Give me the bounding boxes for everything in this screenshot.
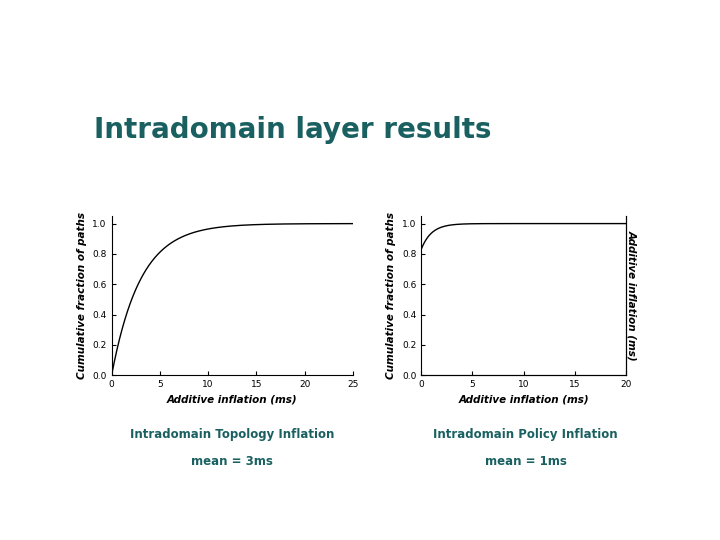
Text: 31: 31 (6, 501, 33, 520)
Text: mean = 3ms: mean = 3ms (191, 455, 273, 468)
Text: Intradomain Policy Inflation: Intradomain Policy Inflation (433, 428, 618, 441)
Y-axis label: Cumulative fraction of paths: Cumulative fraction of paths (387, 212, 397, 379)
Text: Intradomain Topology Inflation: Intradomain Topology Inflation (130, 428, 334, 441)
X-axis label: Additive inflation (ms): Additive inflation (ms) (167, 395, 297, 404)
Text: Intradomain layer results: Intradomain layer results (94, 116, 491, 144)
Y-axis label: Additive inflation (ms): Additive inflation (ms) (628, 231, 637, 361)
Text: mean = 1ms: mean = 1ms (485, 455, 567, 468)
X-axis label: Additive inflation (ms): Additive inflation (ms) (459, 395, 589, 404)
Y-axis label: Cumulative fraction of paths: Cumulative fraction of paths (77, 212, 87, 379)
